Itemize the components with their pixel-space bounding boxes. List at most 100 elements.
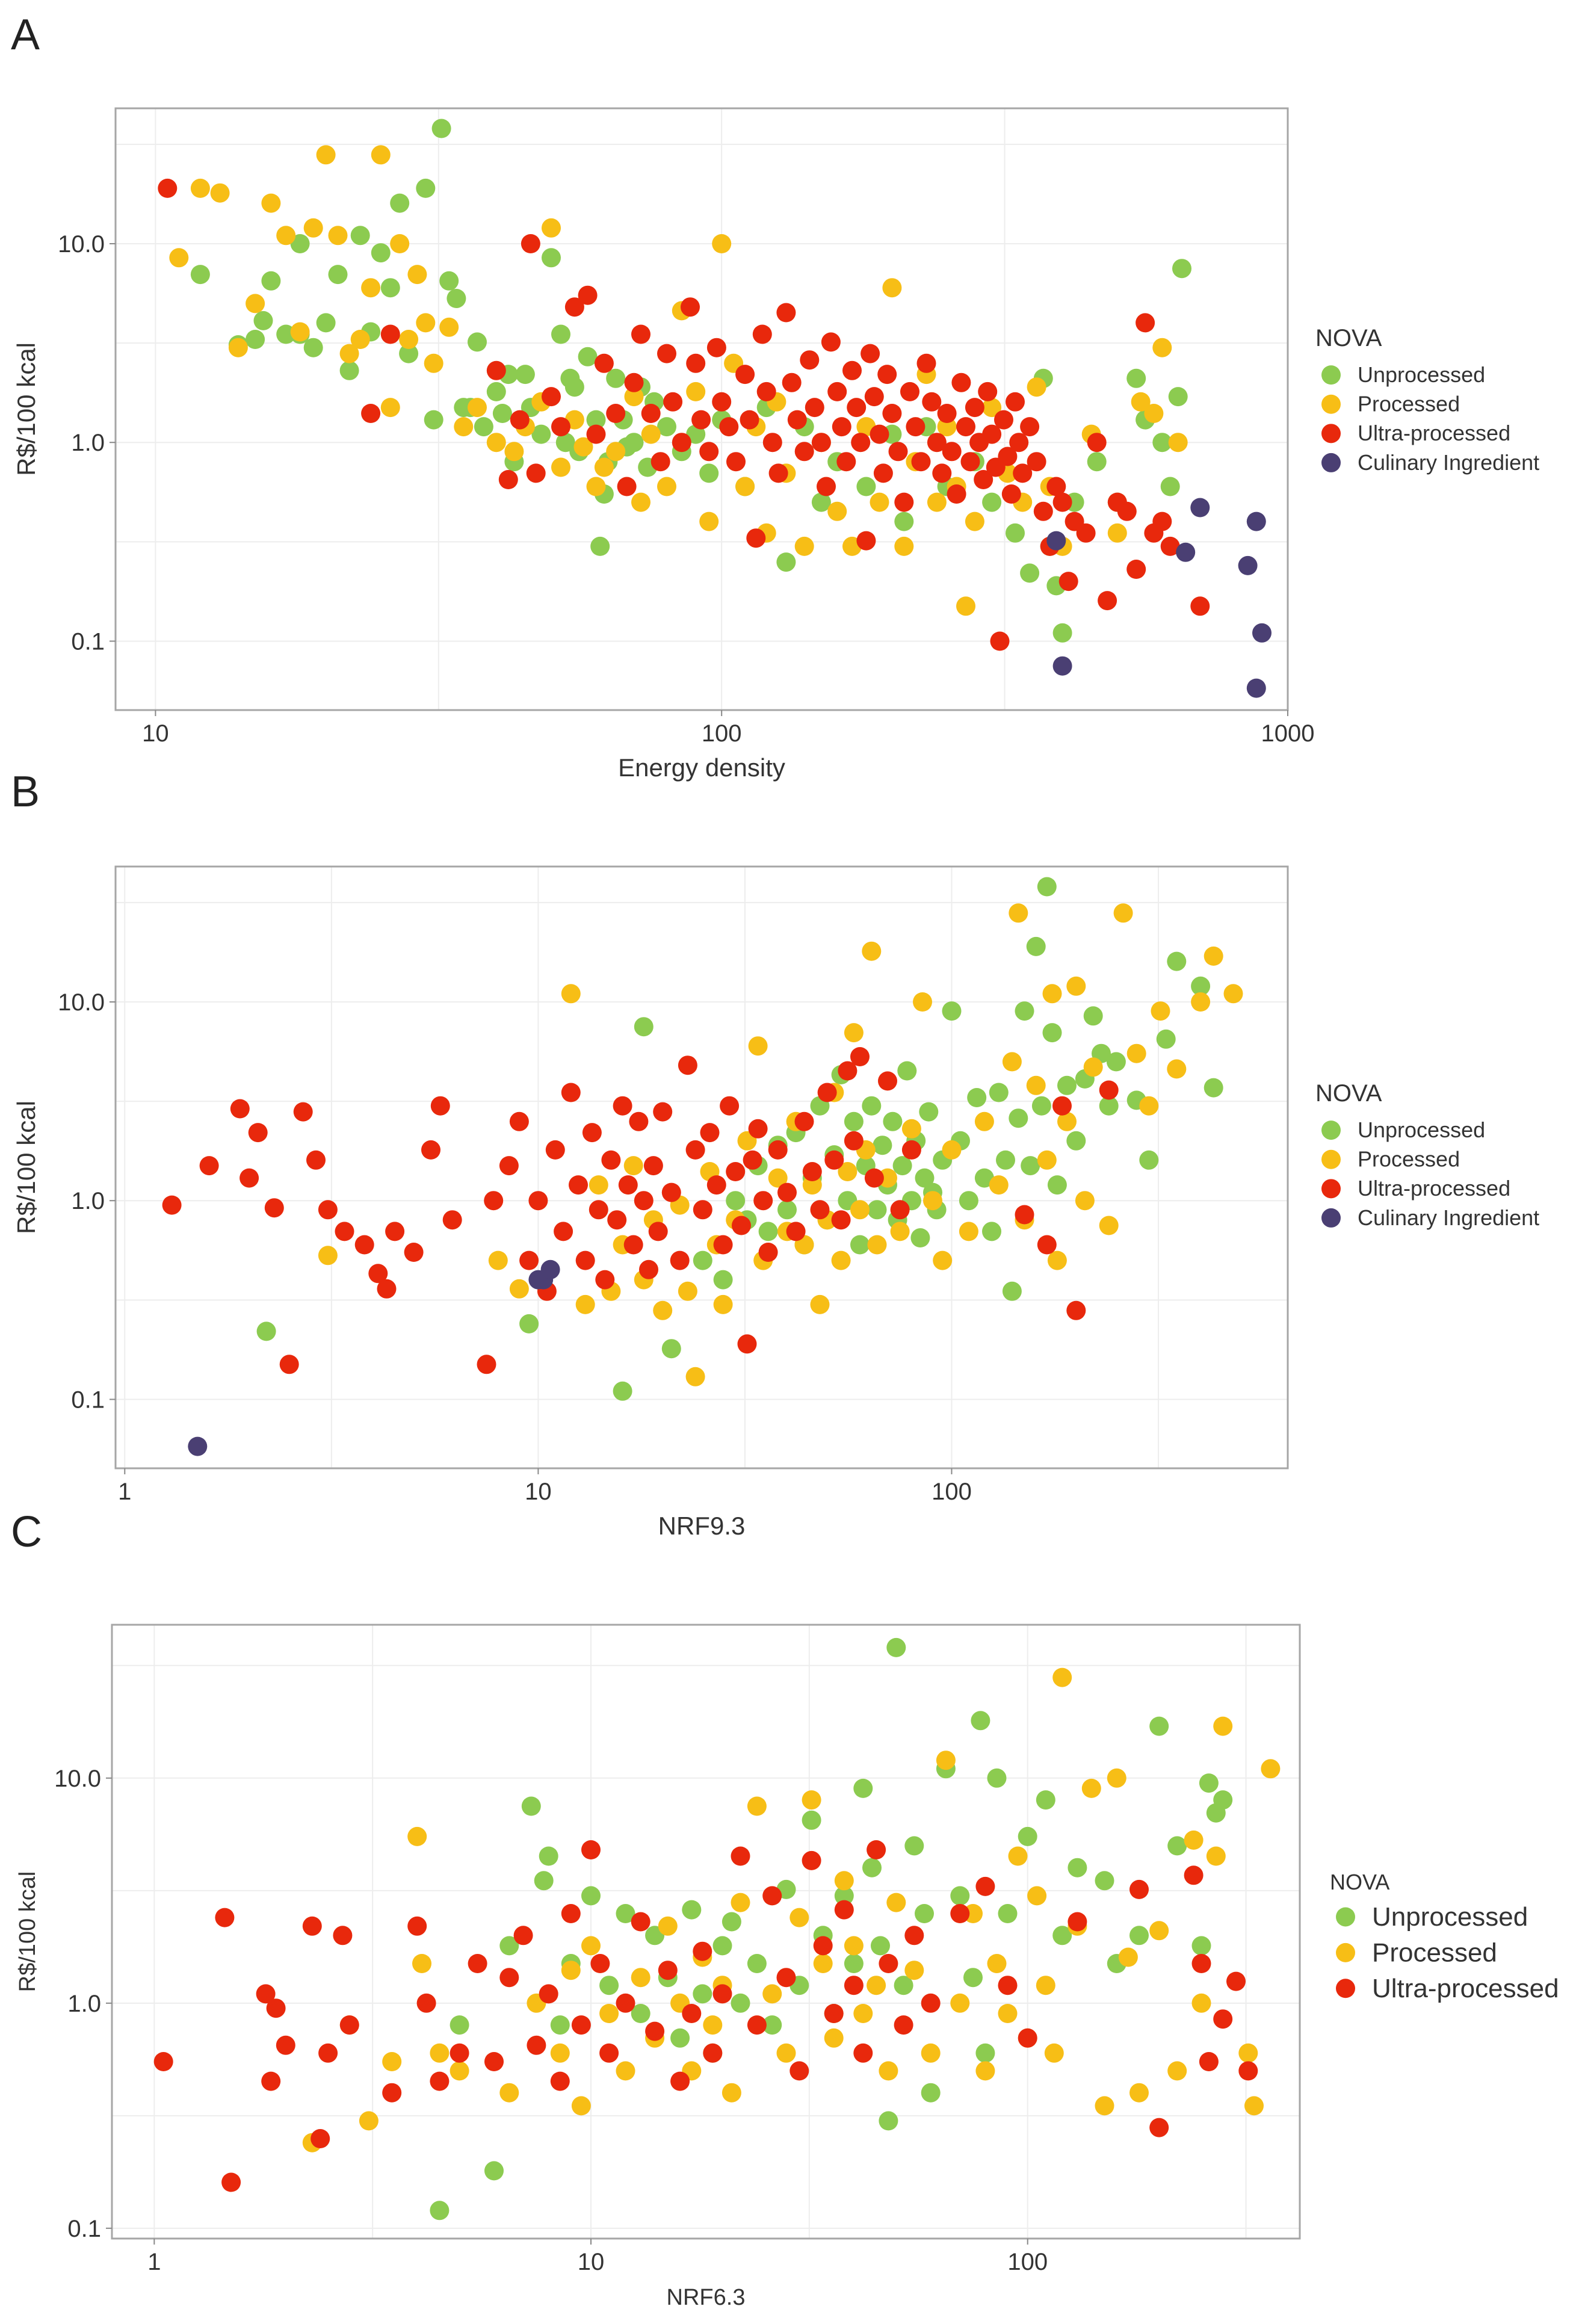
data-point	[682, 1900, 702, 1920]
data-point	[499, 1968, 519, 1988]
data-point	[624, 387, 644, 407]
data-point	[933, 1250, 953, 1270]
data-point	[853, 2043, 873, 2063]
data-point	[762, 1886, 782, 1906]
data-point	[1075, 1191, 1095, 1211]
data-point	[894, 1976, 913, 1995]
data-point	[1129, 2083, 1149, 2103]
data-point	[581, 1886, 601, 1906]
data-point	[1213, 2009, 1233, 2029]
data-point	[631, 1912, 650, 1932]
data-point	[965, 511, 984, 531]
data-point	[927, 433, 947, 453]
data-point	[590, 536, 610, 556]
data-point	[862, 1858, 882, 1877]
data-point	[712, 234, 732, 253]
x-axis-title: NRF6.3	[667, 2285, 746, 2310]
series-ultra-processed	[158, 178, 1210, 651]
data-point	[740, 410, 759, 430]
data-point	[650, 452, 670, 472]
data-point	[670, 2028, 690, 2048]
data-point	[266, 1998, 286, 2018]
data-point	[712, 1936, 732, 1956]
data-point	[586, 424, 606, 444]
data-point	[802, 1850, 821, 1870]
y-tick-label: 1.0	[71, 1188, 105, 1214]
data-point	[616, 1904, 635, 1923]
data-point	[844, 1131, 864, 1151]
data-point	[834, 1871, 854, 1891]
data-point	[474, 417, 493, 437]
data-point	[1168, 433, 1188, 453]
data-point	[1244, 2096, 1264, 2116]
data-point	[890, 1200, 910, 1220]
data-point	[950, 1904, 970, 1923]
data-point	[303, 338, 323, 357]
y-tick-label: 10.0	[58, 231, 105, 258]
data-point	[1223, 984, 1243, 1004]
data-point	[589, 1175, 608, 1195]
data-point	[752, 324, 772, 344]
data-point	[1009, 1108, 1028, 1128]
data-point	[586, 477, 606, 496]
data-point	[1206, 1846, 1226, 1866]
data-point	[1152, 338, 1172, 357]
data-point	[1152, 511, 1172, 531]
data-point	[731, 1993, 750, 2013]
data-point	[256, 1984, 276, 2004]
data-point	[834, 1900, 854, 1920]
data-point	[1106, 1052, 1126, 1072]
data-point	[1047, 1175, 1067, 1195]
data-point	[836, 452, 856, 472]
data-point	[879, 2061, 898, 2081]
data-point	[1083, 1006, 1103, 1026]
x-tick-label: 1	[118, 1479, 131, 1505]
panel-b: B 1 10 100 0.1 1.0 10.0 NRF9.3 R$/100 kcal NOVA Un…	[11, 768, 1539, 1540]
x-tick-label: 100	[702, 720, 742, 747]
data-point	[399, 344, 419, 363]
data-point	[996, 1150, 1015, 1170]
legend-swatch	[1336, 1907, 1355, 1927]
data-point	[731, 1846, 750, 1866]
data-point	[900, 382, 919, 401]
data-point	[519, 1250, 539, 1270]
data-point	[888, 442, 908, 462]
data-point	[824, 1150, 844, 1170]
data-point	[989, 1083, 1009, 1102]
data-point	[624, 433, 644, 453]
data-point	[318, 1246, 338, 1266]
data-point	[634, 1017, 654, 1037]
data-point	[867, 1200, 887, 1220]
series-unprocessed	[430, 1637, 1233, 2220]
data-point	[686, 353, 706, 373]
data-point	[188, 1436, 208, 1456]
y-axis-title: R$/100 kcal	[15, 1871, 40, 1992]
data-point	[794, 442, 814, 462]
x-tick-label: 1000	[1261, 720, 1315, 747]
data-point	[390, 193, 410, 213]
data-point	[1213, 1716, 1233, 1736]
legend-label: Processed	[1358, 1147, 1460, 1172]
data-point	[916, 353, 936, 373]
legend-label: Ultra-processed	[1358, 421, 1510, 445]
data-point	[982, 398, 1002, 418]
y-axis-title: R$/100 kcal	[12, 1101, 40, 1234]
data-point	[430, 2201, 450, 2220]
data-point	[354, 1235, 374, 1255]
data-point	[686, 382, 706, 401]
data-point	[1036, 1790, 1055, 1810]
data-point	[810, 1294, 830, 1314]
data-point	[555, 433, 575, 453]
data-point	[645, 2021, 665, 2041]
data-point	[748, 1119, 768, 1139]
data-point	[722, 2083, 741, 2103]
data-point	[1191, 976, 1211, 996]
data-point	[817, 477, 836, 496]
data-point	[1027, 377, 1046, 397]
data-point	[540, 1259, 560, 1279]
data-point	[190, 265, 210, 285]
data-point	[509, 1111, 529, 1131]
data-point	[762, 433, 782, 453]
data-point	[484, 2052, 504, 2071]
data-point	[1033, 501, 1053, 521]
